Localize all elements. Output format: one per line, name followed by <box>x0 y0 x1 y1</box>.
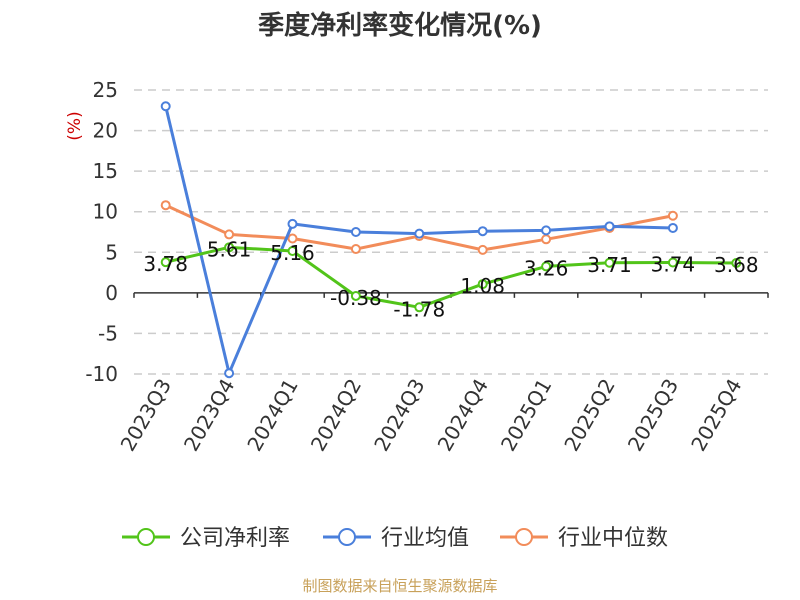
x-tick-label: 2025Q4 <box>686 375 746 456</box>
y-tick-label: -5 <box>98 321 118 345</box>
x-tick-label: 2025Q2 <box>559 375 619 456</box>
data-point[interactable] <box>477 244 488 255</box>
chart-title: 季度净利率变化情况(%) <box>258 10 542 41</box>
data-point[interactable] <box>541 225 552 236</box>
y-tick-label: 0 <box>105 281 118 305</box>
y-tick-label: 15 <box>93 159 118 183</box>
data-label: 3.74 <box>651 253 696 277</box>
x-tick-labels: 2023Q3 2023Q4 2024Q1 2024Q2 2024Q3 2024Q4 2025… <box>116 375 747 456</box>
data-point[interactable] <box>350 290 361 301</box>
series-line <box>165 245 737 309</box>
data-point[interactable] <box>477 279 488 290</box>
data-point[interactable] <box>541 261 552 272</box>
data-point[interactable] <box>414 228 425 239</box>
legend-marker <box>338 528 356 546</box>
data-label: 3.71 <box>587 253 632 277</box>
y-tick-label: 20 <box>93 119 118 143</box>
source-note: 制图数据来自恒生聚源数据库 <box>302 577 497 595</box>
x-tick-label: 2023Q3 <box>116 375 176 456</box>
data-label: 3.68 <box>714 253 759 277</box>
data-point[interactable] <box>287 233 298 244</box>
data-label: 5.61 <box>207 237 252 261</box>
series-1 <box>160 101 678 379</box>
data-point[interactable] <box>350 227 361 237</box>
x-tick-label: 2025Q3 <box>623 375 683 456</box>
data-point[interactable] <box>160 257 171 268</box>
x-tick-label: 2025Q1 <box>496 375 556 456</box>
data-point[interactable] <box>604 221 615 232</box>
x-tick-label: 2024Q2 <box>306 375 366 456</box>
data-point[interactable] <box>160 200 171 211</box>
data-label: 1.08 <box>460 274 505 298</box>
data-label: 3.26 <box>524 256 569 280</box>
data-point[interactable] <box>667 257 678 268</box>
y-tick-label: -10 <box>85 362 118 386</box>
data-point[interactable] <box>604 257 615 268</box>
legend-item-0[interactable]: 公司净利率 <box>122 526 290 551</box>
legend-label: 行业中位数 <box>558 526 668 551</box>
y-tick-label: 10 <box>93 200 118 224</box>
y-tick-labels: 25 20 15 10 5 0 -5 -10 <box>85 78 118 386</box>
y-tick-label: 5 <box>105 240 118 264</box>
legend-label: 行业均值 <box>381 526 469 551</box>
data-point[interactable] <box>667 222 678 233</box>
data-label: -1.78 <box>393 297 445 321</box>
y-tick-label: 25 <box>93 78 118 102</box>
data-point[interactable] <box>287 245 298 256</box>
legend-marker <box>515 528 533 546</box>
data-point[interactable] <box>224 368 235 379</box>
legend-item-1[interactable]: 行业均值 <box>323 526 469 551</box>
data-point[interactable] <box>350 244 361 255</box>
data-point[interactable] <box>667 210 678 221</box>
data-label: -0.38 <box>330 286 382 310</box>
data-point[interactable] <box>477 226 488 237</box>
y-axis-label: (%) <box>65 111 85 140</box>
data-point[interactable] <box>731 257 742 268</box>
grid <box>134 89 768 375</box>
series-group <box>160 101 742 379</box>
legend-item-2[interactable]: 行业中位数 <box>500 526 668 551</box>
legend-marker <box>137 528 155 546</box>
x-axis <box>133 292 769 298</box>
data-labels: 3.78 5.61 5.16 -0.38 -1.78 1.08 3.26 3.71 3.74 3.… <box>143 237 758 321</box>
x-tick-label: 2024Q4 <box>433 375 493 456</box>
data-label: 3.78 <box>143 252 188 276</box>
data-point[interactable] <box>160 101 171 112</box>
legend-label: 公司净利率 <box>180 526 290 551</box>
data-label: 5.16 <box>270 241 315 265</box>
data-point[interactable] <box>414 302 425 313</box>
x-tick-label: 2024Q3 <box>369 375 429 456</box>
data-point[interactable] <box>224 229 235 240</box>
data-point[interactable] <box>287 218 298 229</box>
x-tick-label: 2024Q1 <box>242 375 302 456</box>
data-point[interactable] <box>224 242 235 253</box>
x-tick-label: 2023Q4 <box>179 375 239 456</box>
series-0 <box>160 242 742 313</box>
legend[interactable]: 公司净利率 行业均值 行业中位数 <box>122 526 668 551</box>
data-point[interactable] <box>541 234 552 245</box>
